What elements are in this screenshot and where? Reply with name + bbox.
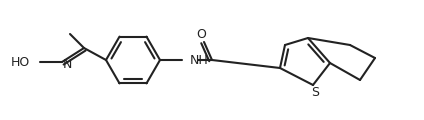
Text: NH: NH bbox=[190, 54, 209, 66]
Text: HO: HO bbox=[11, 55, 30, 69]
Text: S: S bbox=[311, 85, 319, 99]
Text: N: N bbox=[62, 57, 72, 71]
Text: O: O bbox=[196, 27, 206, 41]
